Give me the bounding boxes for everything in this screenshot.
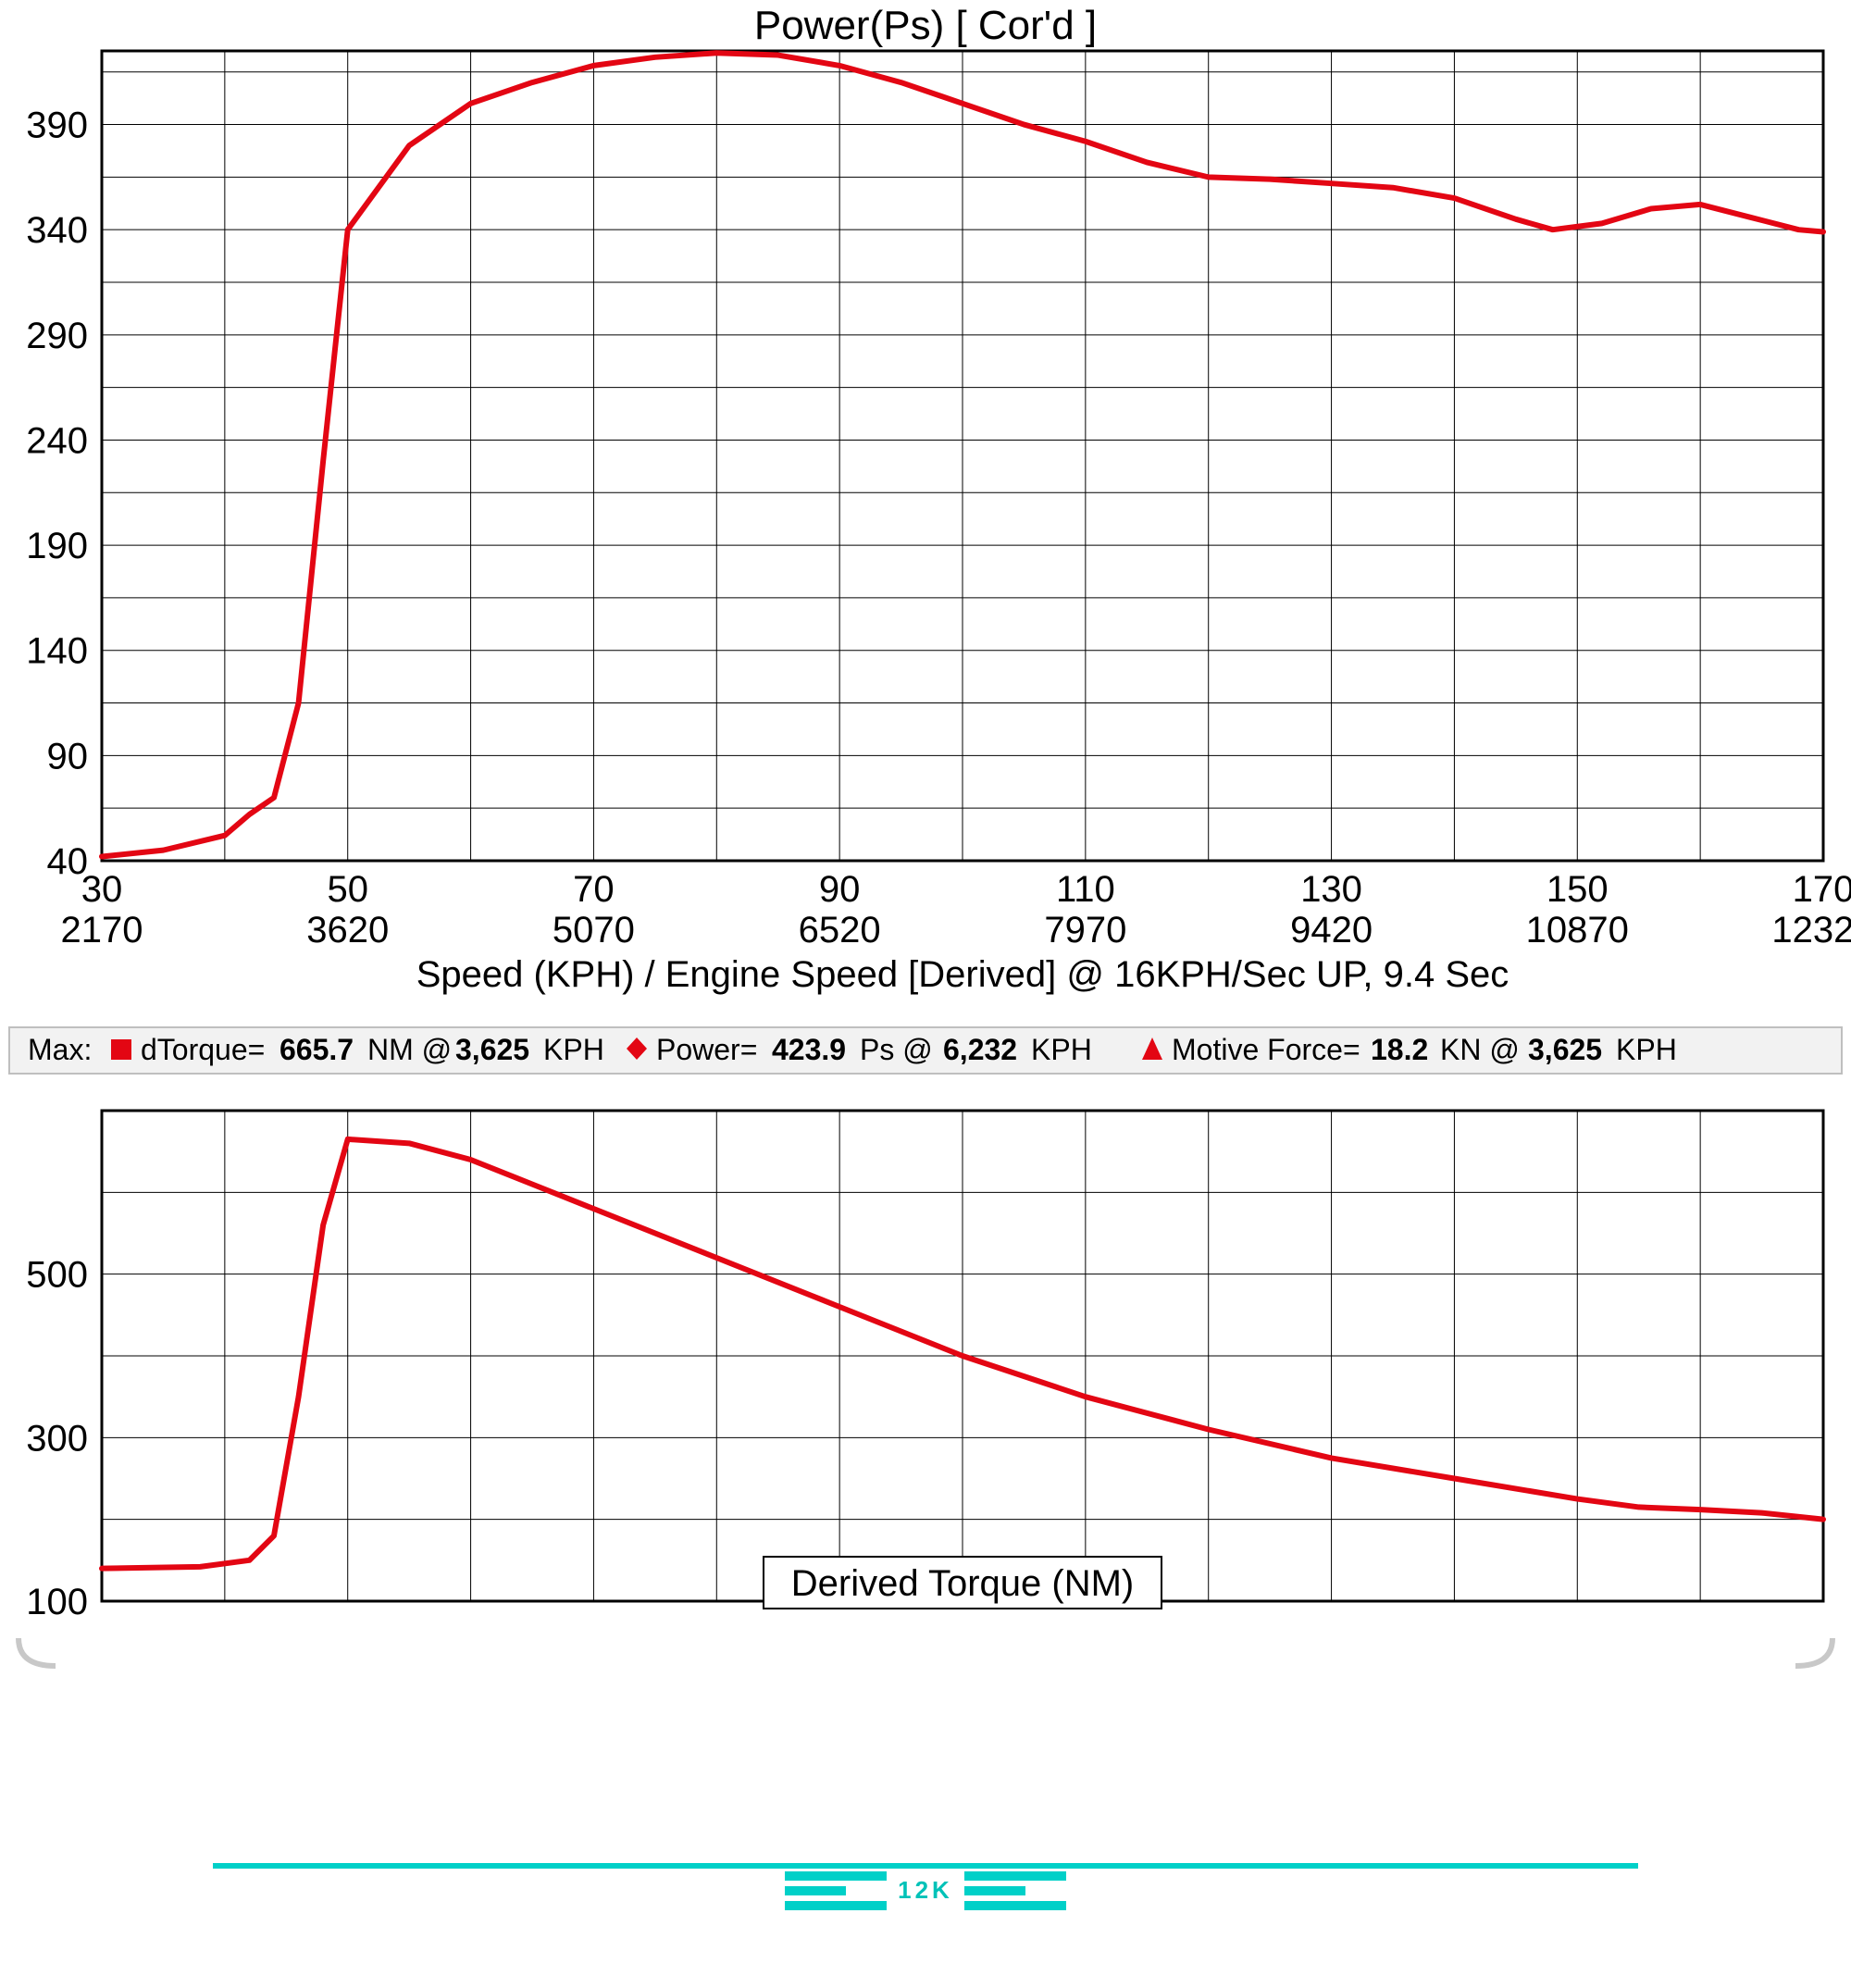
x-tick-label: 70 [573, 869, 615, 910]
torque-y-tick: 300 [26, 1418, 88, 1459]
force-unit: KN @ [1440, 1033, 1520, 1066]
x-tick-label-secondary: 5070 [553, 910, 635, 951]
power-at: 6,232 [943, 1033, 1017, 1066]
x-tick-label: 30 [81, 869, 123, 910]
footer-badge: 12K [785, 1876, 1066, 1905]
force-at: 3,625 [1528, 1033, 1602, 1066]
logo-lines-right [964, 1886, 1066, 1895]
y-tick-label: 190 [26, 526, 88, 566]
x-tick-label: 90 [819, 869, 861, 910]
power-label: Power= [656, 1033, 757, 1066]
x-tick-label: 50 [327, 869, 368, 910]
footer-logo: 12K [0, 1863, 1851, 1905]
x-tick-label-secondary: 2170 [61, 910, 143, 951]
square-icon [111, 1039, 131, 1060]
y-tick-label: 340 [26, 210, 88, 251]
x-axis-caption: Speed (KPH) / Engine Speed [Derived] @ 1… [416, 954, 1509, 995]
power-value: 423.9 [772, 1033, 846, 1066]
y-tick-label: 90 [47, 736, 89, 777]
footer-accent-bar [213, 1863, 1638, 1869]
torque-title: Derived Torque (NM) [791, 1563, 1135, 1604]
torque-value: 665.7 [280, 1033, 354, 1066]
force-at-unit: KPH [1616, 1033, 1677, 1066]
torque-chart: 100 300 500 Derived Torque (NM) [0, 1083, 1851, 1675]
x-tick-label-secondary: 10870 [1526, 910, 1629, 951]
corner-arc-right [1795, 1638, 1832, 1666]
force-value: 18.2 [1371, 1033, 1428, 1066]
x-tick-label-secondary: 6520 [799, 910, 881, 951]
torque-unit: NM @ [367, 1033, 452, 1066]
power-chart: Power(Ps) [ Cor'd ] 40901401902402903403… [0, 0, 1851, 1018]
x-tick-label: 150 [1547, 869, 1609, 910]
x-tick-label: 170 [1793, 869, 1851, 910]
logo-lines-left [785, 1886, 887, 1895]
torque-at: 3,625 [455, 1033, 529, 1066]
torque-y-tick: 500 [26, 1255, 88, 1296]
y-tick-label: 240 [26, 420, 88, 461]
force-label: Motive Force= [1172, 1033, 1360, 1066]
dyno-sheet: Power(Ps) [ Cor'd ] 40901401902402903403… [0, 0, 1851, 1988]
x-tick-label-secondary: 12320 [1771, 910, 1851, 951]
x-tick-label: 130 [1300, 869, 1362, 910]
x-tick-label-secondary: 7970 [1044, 910, 1126, 951]
y-tick-label: 140 [26, 631, 88, 672]
torque-at-unit: KPH [543, 1033, 604, 1066]
power-unit: Ps @ [860, 1033, 933, 1066]
x-tick-label: 110 [1056, 869, 1115, 910]
x-tick-label-secondary: 9420 [1290, 910, 1373, 951]
power-title: Power(Ps) [ Cor'd ] [754, 3, 1097, 48]
max-prefix: Max: [28, 1033, 92, 1066]
y-tick-label: 290 [26, 316, 88, 356]
y-tick-label: 390 [26, 106, 88, 146]
max-stats-row: Max:dTorque=665.7NM @3,625KPHPower=423.9… [0, 1018, 1851, 1083]
torque-label: dTorque= [141, 1033, 265, 1066]
x-tick-label-secondary: 3620 [306, 910, 389, 951]
corner-arc-left [19, 1638, 56, 1666]
logo-text: 12K [898, 1876, 953, 1905]
power-at-unit: KPH [1031, 1033, 1092, 1066]
torque-y-tick: 100 [26, 1582, 88, 1622]
